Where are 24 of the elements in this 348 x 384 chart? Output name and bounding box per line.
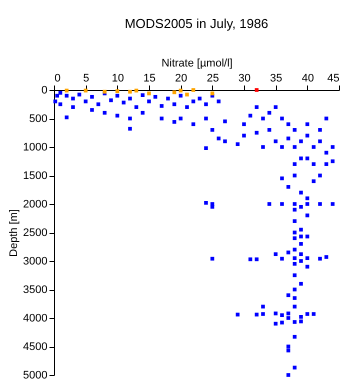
x-tick-label: 30 [238, 72, 251, 84]
x-tick-label: 40 [302, 72, 314, 84]
y-tick-label: 1500 [23, 170, 48, 182]
x-tick-label: 25 [206, 72, 219, 84]
y-tick-label: 4500 [23, 341, 48, 353]
y-tick-label: 3000 [23, 256, 48, 268]
y-tick-label: 0 [41, 84, 48, 96]
x-tick-label: 15 [143, 72, 156, 84]
y-tick-label: 2500 [23, 227, 48, 239]
y-tick-label: 3500 [23, 284, 48, 296]
x-tick-label: 45 [327, 72, 340, 84]
x-tick-label: 0 [54, 72, 61, 84]
x-axis-title: Nitrate [µmol/l] [161, 58, 233, 70]
x-tick-label: 10 [112, 72, 124, 84]
x-tick-label: 20 [175, 72, 188, 84]
x-tick-label: 35 [270, 72, 282, 84]
y-tick-label: 5000 [23, 370, 48, 382]
y-tick-label: 2000 [23, 198, 48, 210]
y-axis-title: Depth [m] [8, 209, 20, 257]
chart-title: MODS2005 in July, 1986 [124, 16, 268, 31]
x-tick-label: 5 [83, 72, 90, 84]
y-tick-label: 1000 [23, 142, 48, 154]
y-tick-label: 500 [29, 113, 48, 125]
y-tick-label: 4000 [23, 312, 48, 324]
